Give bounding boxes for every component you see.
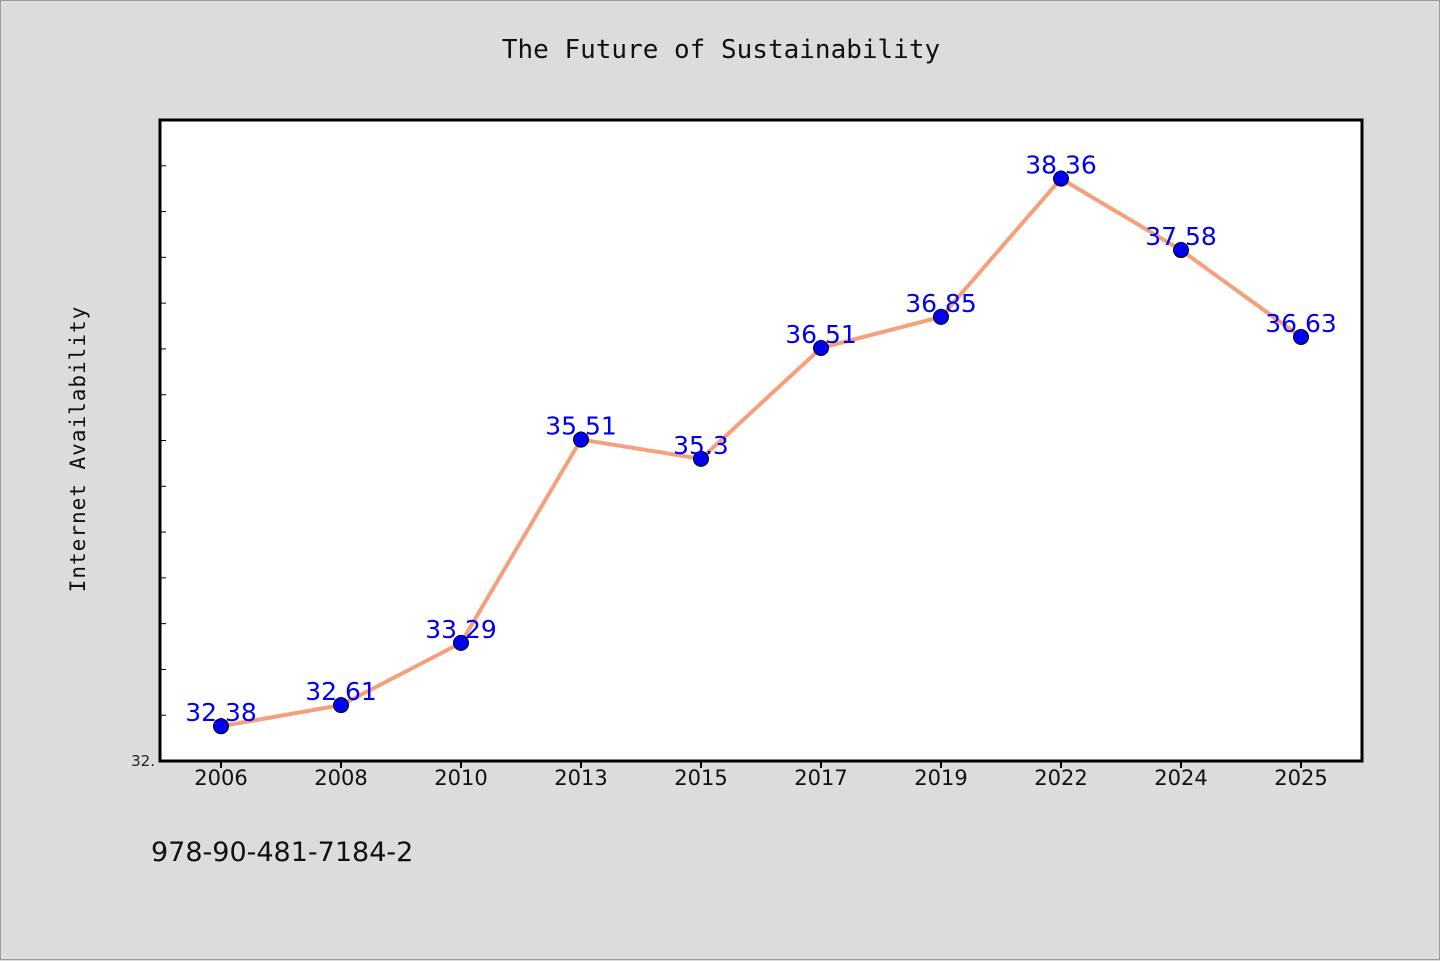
- x-tick-label: 2017: [794, 766, 847, 790]
- data-point: [453, 634, 469, 651]
- x-tick-label: 2019: [914, 766, 967, 790]
- x-tick-label: 2010: [434, 766, 487, 790]
- x-tick-label: 2022: [1034, 766, 1087, 790]
- chart-title: The Future of Sustainability: [501, 35, 941, 65]
- data-label: 35.3: [673, 431, 729, 460]
- x-tick-label: 2015: [674, 766, 727, 790]
- data-point: [813, 340, 829, 357]
- data-point: [933, 308, 949, 325]
- data-label: 32.61: [305, 677, 377, 706]
- data-point: [693, 450, 709, 467]
- y-tick-label: 32.: [131, 752, 155, 770]
- data-point: [1293, 329, 1309, 346]
- data-label: 36.63: [1265, 309, 1337, 338]
- x-tick-label: 2006: [194, 766, 247, 790]
- data-point: [213, 718, 229, 735]
- x-tick-label: 2013: [554, 766, 607, 790]
- data-point: [333, 697, 349, 714]
- data-point: [1173, 242, 1189, 259]
- data-label: 33.29: [425, 615, 497, 644]
- data-label: 38.36: [1025, 151, 1097, 180]
- data-point: [573, 431, 589, 448]
- data-label: 36.85: [905, 289, 977, 318]
- data-label: 37.58: [1145, 222, 1217, 251]
- x-tick-label: 2024: [1154, 766, 1207, 790]
- series-line: [219, 176, 1303, 729]
- data-label: 35.51: [545, 412, 617, 441]
- x-tick-label: 2008: [314, 766, 367, 790]
- plot-frame: [158, 118, 1364, 763]
- isbn-text: 978-90-481-7184-2: [151, 837, 414, 868]
- data-label: 36.51: [785, 320, 857, 349]
- data-label: 32.38: [185, 698, 257, 727]
- x-tick-label: 2025: [1274, 766, 1327, 790]
- data-point: [1053, 170, 1069, 187]
